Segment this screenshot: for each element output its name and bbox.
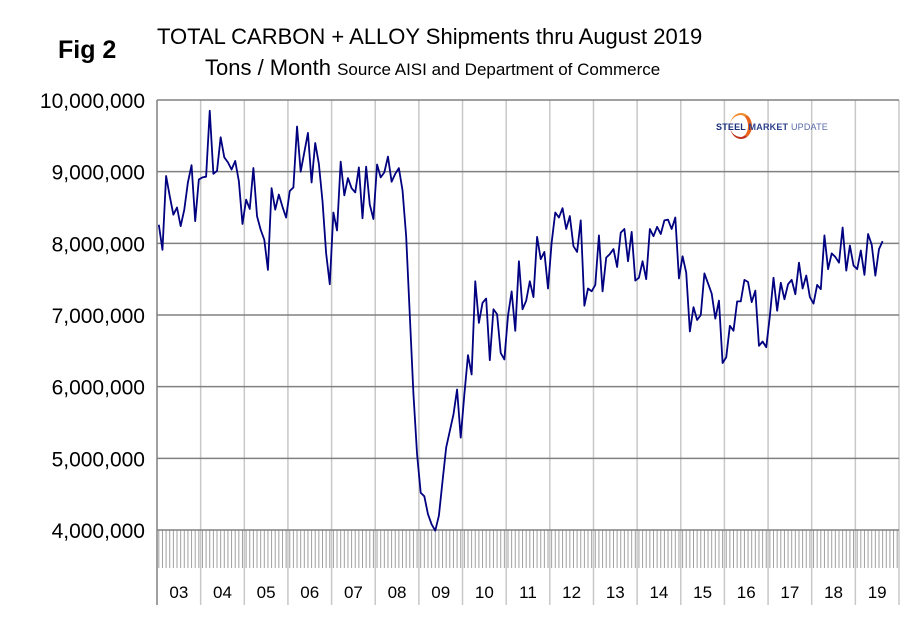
- x-tick-label: 17: [780, 583, 799, 602]
- x-tick-label: 07: [344, 583, 363, 602]
- subtitle-source: Source AISI and Department of Commerce: [337, 60, 661, 79]
- logo-swoosh-icon: [730, 113, 752, 139]
- y-tick-label: 5,000,000: [52, 448, 145, 471]
- x-tick-label: 13: [606, 583, 625, 602]
- x-tick-label: 19: [868, 583, 887, 602]
- x-tick-label: 14: [649, 583, 668, 602]
- x-tick-label: 08: [388, 583, 407, 602]
- y-tick-label: 10,000,000: [40, 90, 145, 113]
- x-tick-label: 06: [300, 583, 319, 602]
- x-tick-label: 10: [475, 583, 494, 602]
- shipments-line: [157, 109, 884, 532]
- y-tick-label: 4,000,000: [52, 520, 145, 543]
- y-tick-label: 8,000,000: [52, 233, 145, 256]
- x-tick-label: 05: [257, 583, 276, 602]
- x-tick-label: 03: [169, 583, 188, 602]
- x-tick-label: 18: [824, 583, 843, 602]
- x-tick-label: 12: [562, 583, 581, 602]
- y-tick-label: 9,000,000: [52, 162, 145, 185]
- figure-label: Fig 2: [58, 36, 117, 64]
- chart-title: TOTAL CARBON + ALLOY Shipments thru Augu…: [157, 24, 703, 49]
- x-tick-label: 16: [737, 583, 756, 602]
- x-tick-label: 15: [693, 583, 712, 602]
- y-tick-label: 6,000,000: [52, 377, 145, 400]
- x-tick-label: 04: [213, 583, 232, 602]
- x-tick-label: 11: [519, 583, 537, 602]
- y-tick-label: 7,000,000: [52, 305, 145, 328]
- steel-market-update-logo: STEEL MARKET UPDATE: [716, 122, 828, 132]
- subtitle-units: Tons / Month: [205, 55, 331, 80]
- x-tick-label: 09: [431, 583, 450, 602]
- chart-subtitle: Tons / Month Source AISI and Department …: [205, 55, 660, 81]
